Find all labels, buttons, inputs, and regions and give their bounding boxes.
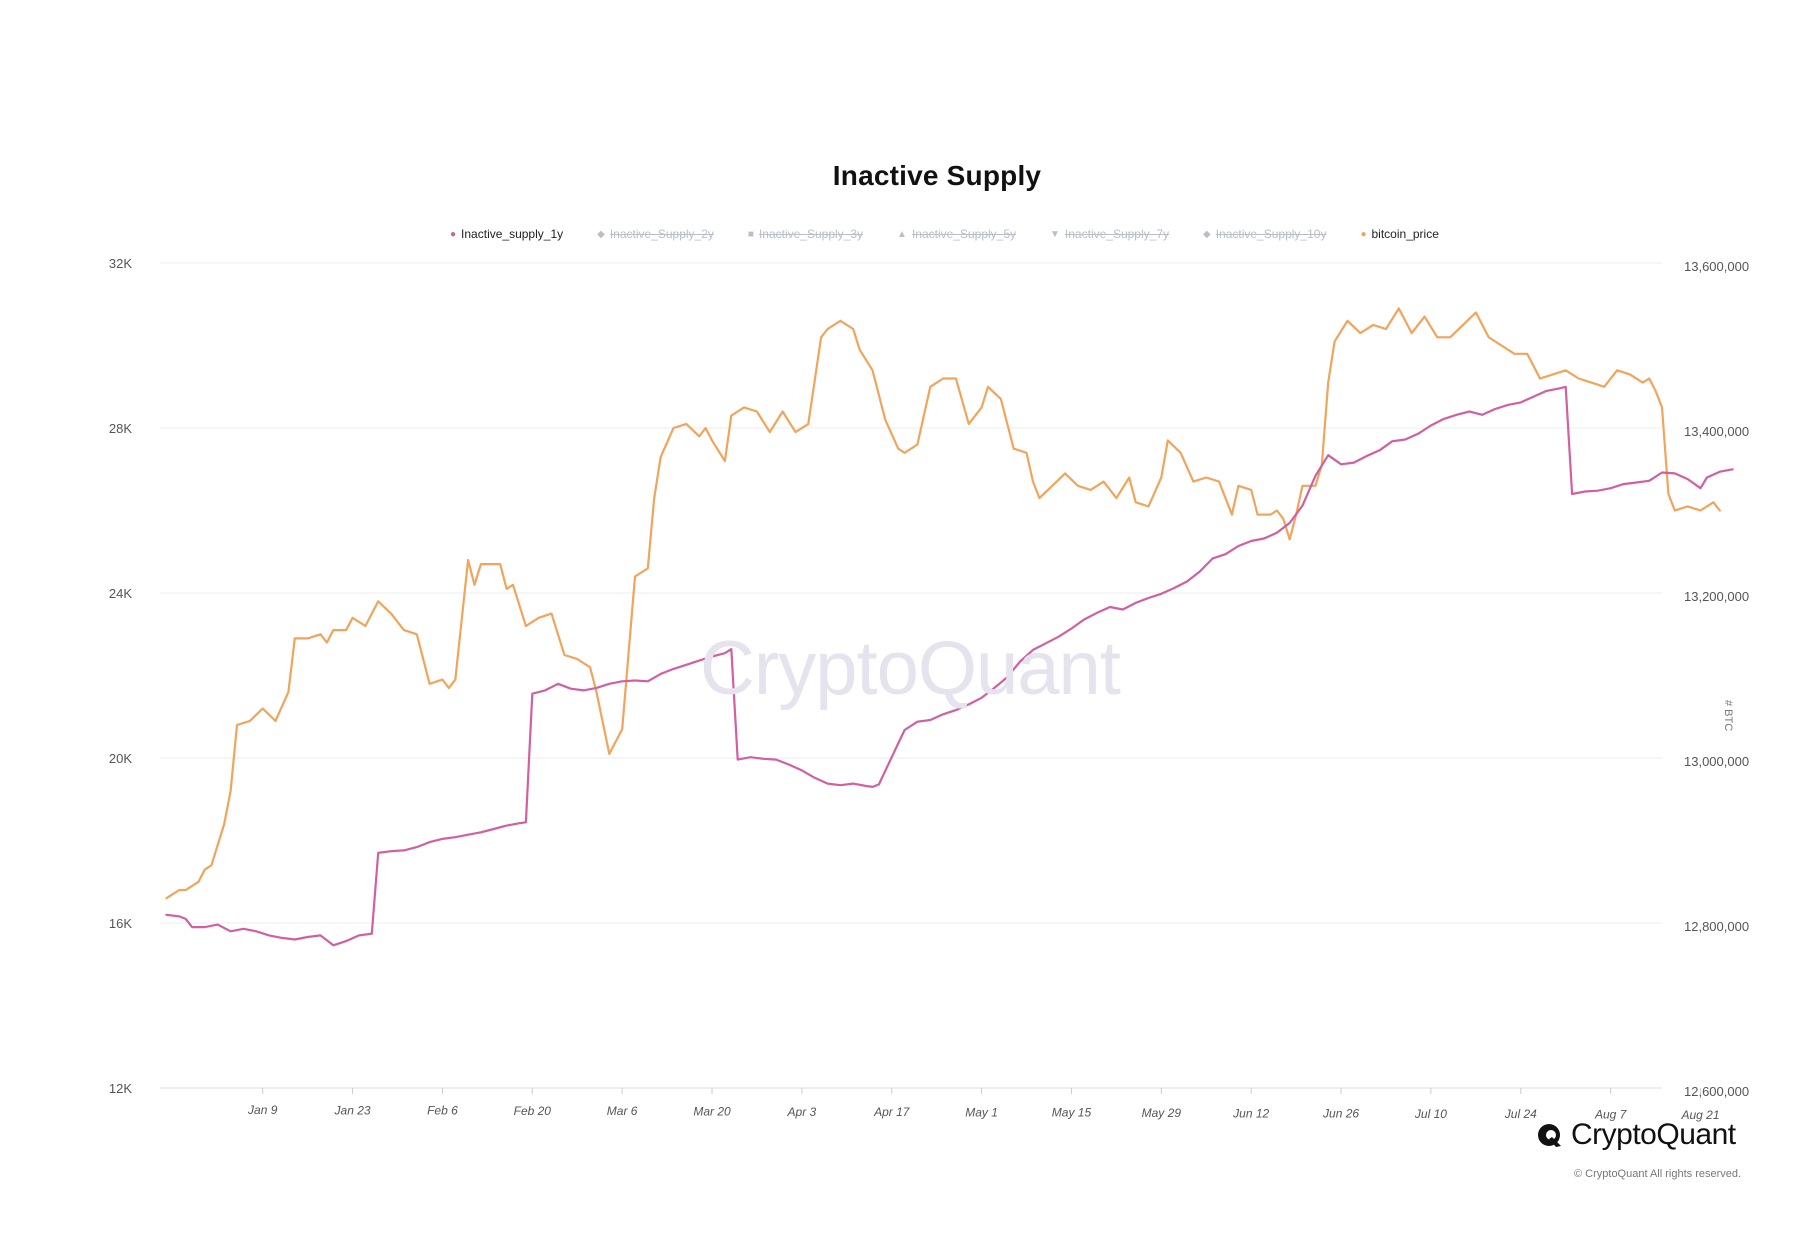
legend-label: Inactive_supply_1y — [461, 227, 564, 241]
legend-marker-icon: ◆ — [597, 228, 605, 240]
y-right-tick-label: 12,800,000 — [1684, 919, 1749, 934]
y-left-tick-label: 12K — [109, 1081, 132, 1096]
legend: ● Inactive_supply_1y ◆ Inactive_Supply_2y ■ I… — [450, 222, 1473, 246]
y-right-tick-label: 12,600,000 — [1684, 1084, 1749, 1099]
legend-item-inactive-supply-10y[interactable]: ◆ Inactive_Supply_10y — [1203, 227, 1326, 241]
x-tick-label: Jan 23 — [334, 1103, 371, 1117]
legend-item-inactive-supply-3y[interactable]: ■ Inactive_Supply_3y — [748, 227, 863, 241]
y-left-tick-label: 16K — [109, 916, 132, 931]
legend-marker-icon: ▼ — [1050, 228, 1060, 240]
brand-logo: CryptoQuant — [1525, 1118, 1736, 1152]
y-left-tick-label: 20K — [109, 751, 132, 766]
x-tick-label: Jan 9 — [247, 1103, 278, 1117]
legend-item-inactive-supply-1y[interactable]: ● Inactive_supply_1y — [450, 227, 563, 241]
legend-marker-icon: ● — [1360, 228, 1367, 240]
legend-label: Inactive_Supply_5y — [911, 227, 1017, 241]
x-tick-label: Aug 21 — [1680, 1108, 1719, 1122]
legend-marker-icon: ◆ — [1203, 228, 1211, 240]
legend-item-bitcoin-price[interactable]: ● bitcoin_price — [1360, 227, 1438, 241]
legend-label: Inactive_Supply_3y — [758, 227, 864, 241]
brand-name: CryptoQuant — [1571, 1118, 1736, 1151]
watermark: CryptoQuant — [700, 626, 1121, 711]
legend-label: Inactive_Supply_10y — [1215, 227, 1327, 241]
y-left-tick-label: 28K — [109, 421, 132, 436]
y-right-tick-label: 13,000,000 — [1684, 754, 1749, 769]
x-tick-label: Jun 12 — [1232, 1106, 1269, 1120]
legend-label: Inactive_Supply_2y — [609, 227, 714, 241]
series-line-inactive-supply-1y — [165, 385, 1734, 947]
x-tick-label: Feb 6 — [427, 1104, 458, 1118]
y-left-tick-label: 32K — [109, 256, 132, 271]
x-tick-label: Apr 3 — [787, 1105, 817, 1119]
x-tick-label: Jul 24 — [1504, 1107, 1537, 1121]
x-tick-label: Jul 10 — [1414, 1107, 1447, 1121]
x-tick-label: May 15 — [1052, 1106, 1092, 1120]
y-right-tick-label: 13,600,000 — [1684, 259, 1749, 274]
chart-title: Inactive Supply — [832, 160, 1042, 191]
legend-marker-icon: ▲ — [897, 228, 907, 240]
series-line-bitcoin-price — [165, 307, 1721, 900]
legend-item-inactive-supply-2y[interactable]: ◆ Inactive_Supply_2y — [597, 227, 714, 241]
copyright-text: © CryptoQuant All rights reserved. — [1574, 1168, 1742, 1180]
cryptoquant-logo-icon — [1526, 1123, 1561, 1147]
y-left-tick-label: 24K — [109, 586, 132, 601]
legend-marker-icon: ● — [450, 228, 457, 240]
x-tick-label: Jun 26 — [1322, 1107, 1359, 1121]
x-tick-label: May 29 — [1142, 1106, 1182, 1120]
x-tick-label: Mar 6 — [607, 1104, 638, 1118]
x-tick-label: Feb 20 — [514, 1104, 552, 1118]
legend-marker-icon: ■ — [747, 228, 754, 240]
x-tick-label: May 1 — [965, 1105, 998, 1119]
x-tick-label: Apr 17 — [873, 1105, 911, 1119]
y-right-tick-label: 13,400,000 — [1684, 424, 1749, 439]
legend-label: Inactive_Supply_7y — [1064, 227, 1169, 241]
legend-item-inactive-supply-7y[interactable]: ▼ Inactive_Supply_7y — [1050, 227, 1169, 241]
x-tick-label: Aug 7 — [1594, 1108, 1628, 1122]
legend-item-inactive-supply-5y[interactable]: ▲ Inactive_Supply_5y — [897, 227, 1016, 241]
x-tick-label: Mar 20 — [693, 1105, 731, 1119]
legend-label: bitcoin_price — [1371, 227, 1439, 241]
right-axis-title: # BTC — [1722, 700, 1734, 732]
y-right-tick-label: 13,200,000 — [1684, 589, 1749, 604]
